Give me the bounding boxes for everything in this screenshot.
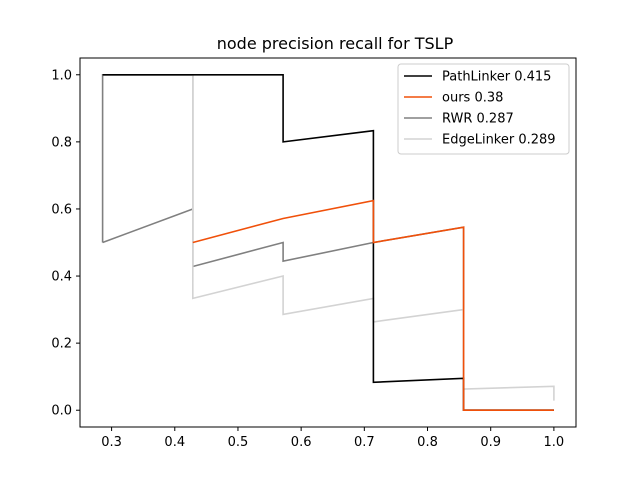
legend-box (397, 63, 570, 155)
chart-title: node precision recall for TSLP (217, 34, 454, 53)
x-tick-label: 0.3 (101, 435, 122, 450)
y-tick-label: 0.2 (51, 337, 72, 352)
y-tick-label: 0.6 (51, 202, 72, 217)
legend-label: ours 0.38 (442, 91, 503, 106)
plot-lines (101, 74, 555, 412)
x-tick-label: 0.9 (480, 435, 501, 450)
y-tick-label: 0.0 (51, 404, 72, 419)
legend-label: PathLinker 0.415 (442, 70, 551, 85)
series-line-ours (192, 199, 554, 412)
legend-label: EdgeLinker 0.289 (442, 133, 556, 148)
y-tick-label: 1.0 (51, 68, 72, 83)
y-tick-label: 0.4 (51, 270, 72, 285)
y-axis: 0.0 0.2 0.4 0.6 0.8 1.0 (51, 68, 80, 419)
x-tick-label: 0.5 (228, 435, 249, 450)
legend: PathLinker 0.415 ours 0.38 RWR 0.287 EdgeLi… (397, 63, 570, 155)
x-tick-label: 0.6 (291, 435, 312, 450)
x-tick-label: 0.8 (417, 435, 438, 450)
y-tick-label: 0.8 (51, 135, 72, 150)
plot-frame (79, 57, 577, 428)
legend-label: RWR 0.287 (442, 112, 514, 127)
x-tick-label: 0.4 (164, 435, 185, 450)
series-line-rwr-segment (102, 208, 194, 244)
x-axis: 0.3 0.4 0.5 0.6 0.7 0.8 0.9 1.0 (101, 427, 564, 450)
x-tick-label: 1.0 (544, 435, 565, 450)
x-tick-label: 0.7 (354, 435, 375, 450)
